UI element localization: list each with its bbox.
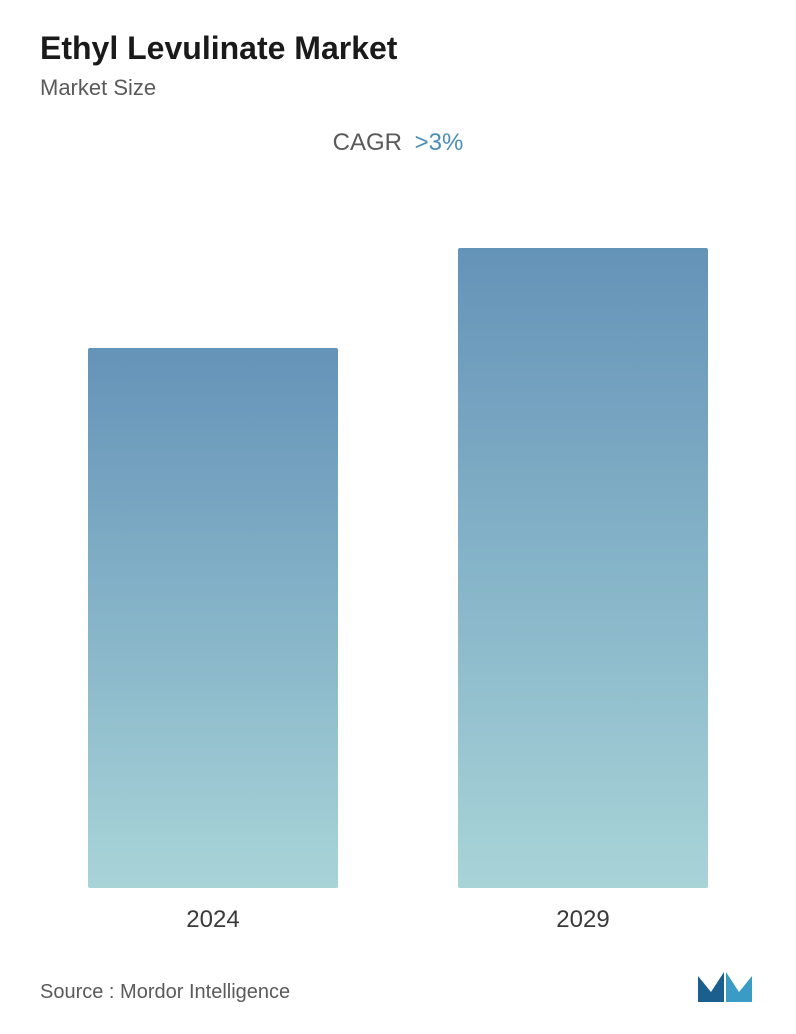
bar-label-1: 2029 bbox=[556, 906, 609, 934]
source-text: Source : Mordor Intelligence bbox=[40, 981, 290, 1004]
page-title: Ethyl Levulinate Market bbox=[40, 30, 756, 67]
bar-group-0: 2024 bbox=[88, 207, 338, 934]
source-label: Source : bbox=[40, 981, 114, 1003]
bar-label-0: 2024 bbox=[186, 906, 239, 934]
cagr-row: CAGR >3% bbox=[40, 129, 756, 157]
mordor-logo-icon bbox=[696, 964, 756, 1004]
source-name: Mordor Intelligence bbox=[120, 981, 290, 1003]
bar-2024 bbox=[88, 348, 338, 888]
chart-container: Ethyl Levulinate Market Market Size CAGR… bbox=[0, 0, 796, 1034]
cagr-value: >3% bbox=[415, 129, 464, 156]
chart-area: 2024 2029 bbox=[40, 207, 756, 934]
cagr-label: CAGR bbox=[333, 129, 402, 156]
page-subtitle: Market Size bbox=[40, 75, 756, 101]
footer: Source : Mordor Intelligence bbox=[40, 934, 756, 1004]
bar-group-1: 2029 bbox=[458, 207, 708, 934]
bar-2029 bbox=[458, 248, 708, 888]
